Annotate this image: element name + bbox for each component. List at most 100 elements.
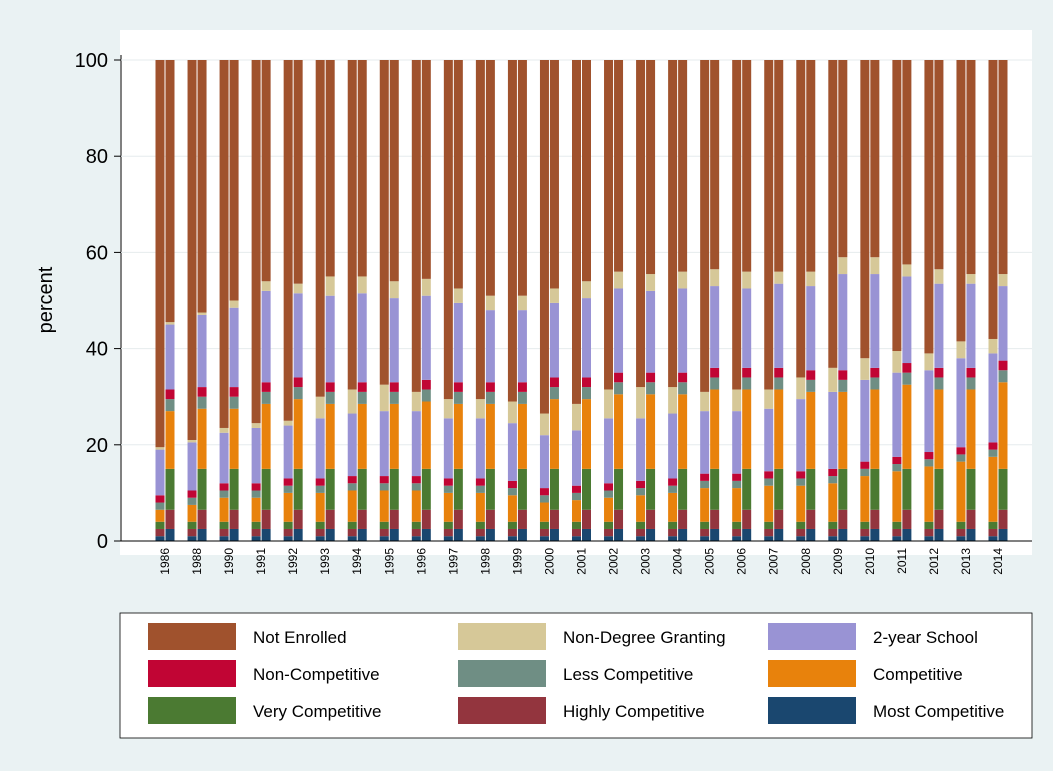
- x-tick-label: 1995: [382, 548, 396, 575]
- bar-segment: [636, 387, 646, 419]
- bar-segment: [453, 302, 463, 383]
- bar-segment: [283, 536, 293, 541]
- bar-segment: [582, 377, 591, 388]
- bar-segment: [421, 295, 431, 380]
- bar-segment: [475, 492, 485, 522]
- bar-segment: [229, 528, 239, 541]
- bar-segment: [421, 60, 431, 279]
- x-tick-label: 1998: [478, 548, 492, 575]
- bar-segment: [389, 281, 399, 299]
- legend-swatch: [148, 660, 236, 687]
- bar-segment: [411, 536, 421, 541]
- bar-segment: [806, 379, 816, 392]
- bar-segment: [549, 288, 559, 303]
- x-tick-label: 2005: [703, 548, 717, 575]
- bar-segment: [197, 60, 207, 313]
- bar-segment: [315, 396, 325, 419]
- bar-segment: [389, 468, 399, 510]
- bar-segment: [572, 492, 581, 501]
- bar-segment: [678, 60, 688, 272]
- bar-segment: [934, 377, 944, 390]
- bar-segment: [614, 528, 624, 541]
- bar-segment: [357, 391, 367, 404]
- bar-segment: [604, 483, 614, 491]
- bar-segment: [347, 483, 357, 491]
- bar-segment: [379, 536, 389, 541]
- bar-segment: [475, 478, 485, 486]
- bar-segment: [646, 528, 656, 541]
- bar-segment: [828, 483, 838, 522]
- bar-segment: [838, 60, 848, 258]
- bar-segment: [988, 449, 998, 457]
- x-tick-label: 1994: [350, 548, 364, 575]
- bar-segment: [764, 521, 774, 529]
- bar-segment: [636, 488, 646, 496]
- bar-segment: [572, 521, 581, 529]
- x-tick-label: 1992: [286, 548, 300, 575]
- bar-segment: [219, 536, 229, 541]
- x-tick-label: 2007: [767, 548, 781, 575]
- bar-segment: [485, 382, 495, 392]
- legend-swatch: [148, 697, 236, 724]
- bar-segment: [902, 276, 912, 364]
- bar-segment: [517, 391, 527, 404]
- bar-segment: [646, 382, 656, 395]
- bar-segment: [636, 418, 646, 481]
- bar-segment: [443, 485, 453, 493]
- bar-segment: [507, 536, 517, 541]
- bar-segment: [934, 60, 944, 270]
- bar-segment: [572, 430, 581, 486]
- bar-segment: [251, 521, 261, 529]
- bar-segment: [614, 288, 624, 373]
- bar-segment: [700, 521, 710, 529]
- bar-segment: [155, 447, 165, 450]
- bar-segment: [283, 420, 293, 426]
- bar-segment: [956, 536, 966, 541]
- bar-segment: [636, 528, 646, 537]
- bar-segment: [165, 389, 175, 400]
- bar-segment: [742, 468, 752, 510]
- bar-segment: [539, 413, 549, 436]
- bar-segment: [485, 310, 495, 383]
- bar-segment: [860, 476, 870, 522]
- bar-segment: [796, 471, 806, 479]
- bar-segment: [796, 60, 806, 378]
- bar-segment: [806, 509, 816, 529]
- bar-segment: [155, 521, 165, 529]
- bar-segment: [411, 528, 421, 537]
- bar-segment: [347, 521, 357, 529]
- bar-segment: [614, 60, 624, 272]
- legend-label: 2-year School: [873, 628, 978, 647]
- bar-segment: [636, 495, 646, 522]
- bar-segment: [187, 60, 197, 440]
- bar-segment: [998, 60, 1008, 275]
- bar-segment: [710, 389, 720, 469]
- bar-segment: [347, 413, 357, 477]
- bar-segment: [539, 521, 549, 529]
- bar-segment: [411, 60, 421, 392]
- bar-segment: [421, 389, 431, 402]
- bar-segment: [678, 468, 688, 510]
- bar-segment: [870, 367, 880, 378]
- y-tick-label: 0: [97, 531, 108, 553]
- bar-segment: [582, 399, 591, 469]
- bar-segment: [539, 528, 549, 537]
- bar-segment: [860, 461, 870, 469]
- bar-segment: [646, 394, 656, 469]
- bar-segment: [165, 399, 175, 412]
- bar-segment: [219, 490, 229, 498]
- bar-segment: [357, 403, 367, 469]
- bar-segment: [411, 490, 421, 522]
- bar-segment: [357, 509, 367, 529]
- x-tick-label: 2013: [959, 548, 973, 575]
- bar-segment: [261, 391, 271, 404]
- bar-segment: [924, 528, 934, 537]
- bar-segment: [572, 60, 581, 404]
- bar-segment: [892, 372, 902, 457]
- bar-segment: [860, 528, 870, 537]
- bar-segment: [678, 372, 688, 383]
- bar-segment: [902, 372, 912, 385]
- bar-segment: [966, 274, 976, 284]
- bar-segment: [187, 528, 197, 537]
